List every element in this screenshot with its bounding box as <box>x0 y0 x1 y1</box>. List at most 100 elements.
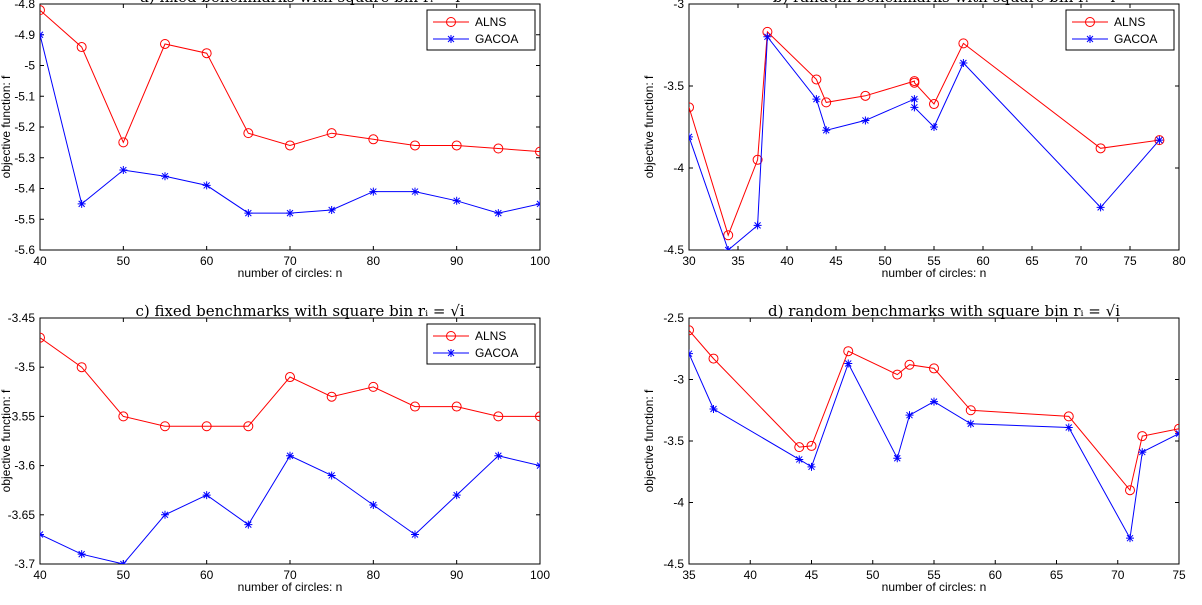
x-tick-label: 30 <box>682 254 696 268</box>
chart-panel-0: 40 50 60 70 80 90 100 -5.6 -5.5 -5.4 -5.3 -5.2 -5.1 -… <box>0 0 550 280</box>
data-point <box>494 209 503 218</box>
data-point <box>285 140 295 151</box>
x-tick-label: 60 <box>200 254 214 268</box>
data-point <box>326 128 337 139</box>
data-point <box>795 455 804 464</box>
chart-panel-2: 40 50 60 70 80 90 100 -3.7 -3.65 -3.6 -3.55 -3.5 -3.… <box>0 302 550 594</box>
data-point <box>689 349 693 358</box>
data-point <box>535 411 540 422</box>
chart-title: a) fixed benchmarks with square bin rᵢ =… <box>140 0 460 6</box>
y-tick-label: -3.65 <box>8 508 36 522</box>
series-line-alns <box>689 329 1179 492</box>
x-tick-label: 70 <box>1111 568 1125 582</box>
chart-title: d) random benchmarks with square bin rᵢ … <box>768 302 1120 320</box>
data-point <box>821 97 832 108</box>
y-tick-label: -3.5 <box>14 360 35 374</box>
data-point <box>368 134 379 145</box>
x-tick-label: 35 <box>731 254 745 268</box>
y-tick-label: -2.5 <box>663 311 684 325</box>
y-tick-label: -3 <box>673 373 684 387</box>
series-group <box>40 332 540 564</box>
y-tick-label: -4 <box>673 161 684 175</box>
x-tick-label: 65 <box>1050 568 1064 582</box>
y-tick-label: -3.6 <box>14 459 35 473</box>
data-point <box>161 510 169 519</box>
x-axis-label: number of circles: n <box>882 580 987 594</box>
series-group <box>689 325 1179 543</box>
y-tick-label: -4.9 <box>14 28 35 42</box>
x-tick-label: 70 <box>283 254 297 268</box>
data-point <box>369 500 378 509</box>
series-line-alns <box>40 337 540 427</box>
data-point <box>201 421 212 432</box>
y-tick-label: -3.45 <box>8 311 36 325</box>
data-point <box>410 401 420 412</box>
data-point <box>929 99 939 110</box>
data-point <box>689 132 693 141</box>
data-point <box>327 206 336 215</box>
x-tick-label: 40 <box>33 568 47 582</box>
y-tick-label: -5.2 <box>14 120 35 134</box>
x-tick-label: 40 <box>780 254 794 268</box>
data-point <box>1137 431 1148 442</box>
data-point <box>689 325 694 336</box>
series-line-alns <box>689 30 1160 237</box>
data-point <box>1174 423 1179 434</box>
data-point <box>536 461 540 470</box>
y-tick-label: -3 <box>673 0 684 11</box>
data-point <box>494 451 503 460</box>
x-tick-label: 65 <box>1025 254 1039 268</box>
data-point <box>910 95 919 104</box>
legend: ALNS GACOA <box>426 9 536 51</box>
series-group <box>689 26 1165 250</box>
data-point <box>160 421 170 432</box>
data-point <box>493 143 504 154</box>
data-point <box>723 230 734 241</box>
data-point <box>892 369 903 380</box>
y-tick-label: -4.5 <box>663 243 684 257</box>
data-point <box>811 74 822 85</box>
data-point <box>368 381 379 392</box>
y-axis-label: objective function: f <box>642 75 656 178</box>
data-point <box>452 196 461 205</box>
y-tick-label: -5.5 <box>14 212 35 226</box>
legend-label: GACOA <box>1114 32 1157 46</box>
data-point <box>202 181 211 190</box>
data-point <box>76 362 87 373</box>
legend: ALNS GACOA <box>1065 9 1175 51</box>
x-tick-label: 50 <box>117 254 131 268</box>
data-point <box>909 77 920 88</box>
data-point <box>763 32 772 41</box>
x-tick-label: 90 <box>450 254 464 268</box>
data-point <box>535 146 540 157</box>
x-tick-label: 50 <box>878 254 892 268</box>
y-tick-label: -5.4 <box>14 182 35 196</box>
data-point <box>753 221 762 230</box>
data-point <box>536 199 540 208</box>
series-group <box>40 5 540 218</box>
data-point <box>76 42 87 53</box>
data-point <box>119 560 128 564</box>
data-point <box>794 442 805 453</box>
data-point <box>958 38 969 49</box>
x-tick-label: 40 <box>33 254 47 268</box>
data-point <box>201 48 212 59</box>
data-point <box>118 411 129 422</box>
data-point <box>452 491 461 500</box>
data-point <box>369 187 378 196</box>
data-point <box>893 454 902 463</box>
x-tick-label: 80 <box>367 254 381 268</box>
legend-label: GACOA <box>475 346 518 360</box>
data-point <box>1064 423 1073 432</box>
data-point <box>1126 534 1134 543</box>
legend-label: GACOA <box>475 32 518 46</box>
x-tick-label: 70 <box>283 568 297 582</box>
data-point <box>959 59 968 68</box>
x-tick-label: 55 <box>927 568 941 582</box>
data-point <box>118 137 129 148</box>
x-tick-label: 80 <box>367 568 381 582</box>
data-point <box>243 421 254 432</box>
data-point <box>411 187 419 196</box>
chart-title: c) fixed benchmarks with square bin rᵢ =… <box>135 302 464 320</box>
